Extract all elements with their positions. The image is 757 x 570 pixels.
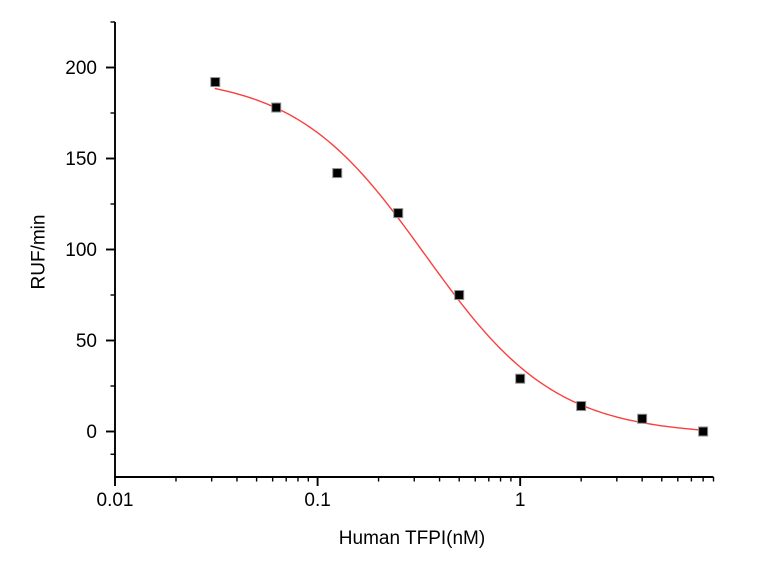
x-axis-title: Human TFPI(nM) bbox=[338, 528, 486, 549]
x-tick-label: 0.1 bbox=[304, 490, 330, 511]
fit-curve-line bbox=[214, 87, 704, 431]
data-point-marker bbox=[698, 426, 709, 437]
y-tick-label: 50 bbox=[76, 331, 97, 352]
x-tick-label: 0.01 bbox=[97, 490, 134, 511]
data-point-marker bbox=[515, 373, 526, 384]
data-point-marker bbox=[576, 401, 587, 412]
data-point-marker bbox=[393, 208, 404, 219]
data-point-marker bbox=[332, 168, 343, 179]
y-tick-label: 150 bbox=[65, 149, 97, 170]
y-axis-title: RUF/min bbox=[28, 214, 50, 290]
data-point-marker bbox=[210, 77, 221, 88]
data-point-marker bbox=[454, 290, 465, 300]
y-tick-label: 0 bbox=[86, 422, 97, 443]
data-point-marker bbox=[637, 413, 648, 424]
y-tick-label: 100 bbox=[65, 240, 97, 261]
data-point-marker bbox=[271, 102, 282, 113]
x-tick-label: 1 bbox=[515, 490, 526, 511]
y-tick-label: 200 bbox=[65, 58, 97, 79]
